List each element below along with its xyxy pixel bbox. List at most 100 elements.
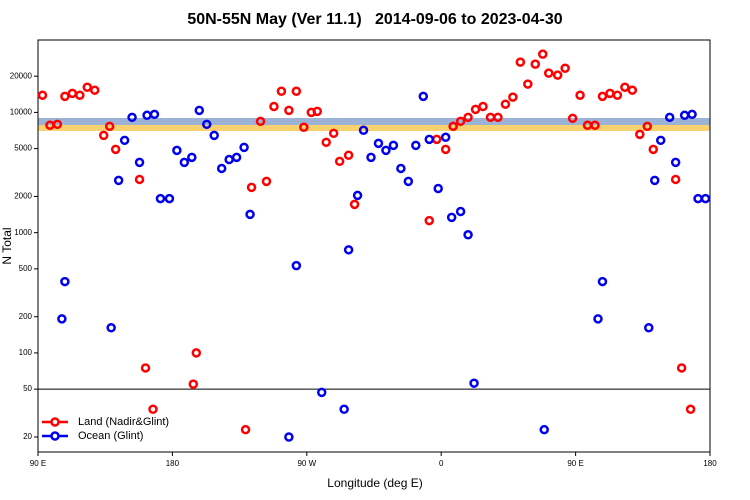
point bbox=[500, 99, 511, 109]
point bbox=[245, 209, 255, 220]
point bbox=[134, 174, 145, 185]
x-tick-label: 90 W bbox=[297, 459, 316, 468]
point bbox=[649, 175, 660, 186]
point bbox=[433, 183, 443, 194]
point bbox=[539, 424, 549, 435]
point bbox=[620, 82, 630, 92]
point bbox=[560, 63, 570, 73]
point bbox=[155, 193, 166, 204]
point bbox=[149, 109, 160, 120]
point bbox=[403, 176, 414, 187]
point bbox=[284, 105, 294, 116]
y-tick-label: 1000 bbox=[14, 228, 32, 237]
point bbox=[396, 163, 406, 174]
point bbox=[567, 113, 578, 124]
point bbox=[172, 145, 182, 156]
point bbox=[188, 379, 199, 389]
point bbox=[299, 122, 309, 133]
point bbox=[57, 314, 67, 324]
point bbox=[537, 49, 548, 59]
point bbox=[316, 387, 327, 398]
plot-frame bbox=[37, 39, 711, 453]
point bbox=[255, 116, 266, 127]
y-tick-label: 500 bbox=[19, 264, 33, 273]
point bbox=[75, 90, 85, 100]
point bbox=[343, 245, 354, 255]
point bbox=[113, 175, 124, 186]
point bbox=[515, 57, 526, 67]
point bbox=[687, 109, 697, 120]
x-tick-label: 180 bbox=[166, 459, 180, 468]
y-tick-label: 50 bbox=[23, 384, 32, 393]
point bbox=[679, 110, 690, 121]
point bbox=[98, 130, 109, 141]
point bbox=[642, 121, 653, 132]
point bbox=[493, 112, 503, 123]
point bbox=[187, 152, 197, 163]
point bbox=[119, 135, 130, 146]
point bbox=[89, 85, 100, 95]
point bbox=[276, 86, 287, 96]
point bbox=[655, 135, 666, 146]
point bbox=[530, 59, 541, 69]
chart-title: 50N-55N May (Ver 11.1) 2014-09-06 to 202… bbox=[187, 11, 562, 28]
point bbox=[424, 134, 435, 145]
point bbox=[201, 119, 212, 130]
point bbox=[358, 125, 369, 136]
point bbox=[52, 119, 63, 130]
point bbox=[104, 121, 115, 132]
point bbox=[373, 138, 384, 149]
point bbox=[291, 86, 302, 96]
point bbox=[575, 90, 585, 100]
point bbox=[261, 176, 272, 187]
point bbox=[231, 152, 242, 163]
point bbox=[670, 157, 681, 168]
y-tick-label: 200 bbox=[19, 312, 33, 321]
point bbox=[440, 132, 451, 143]
point bbox=[648, 144, 659, 155]
point bbox=[543, 68, 554, 78]
point bbox=[209, 130, 219, 141]
point bbox=[597, 91, 608, 102]
point bbox=[269, 101, 279, 112]
point bbox=[508, 92, 518, 102]
point bbox=[644, 322, 654, 333]
point bbox=[470, 104, 481, 115]
point bbox=[349, 199, 360, 210]
point bbox=[478, 101, 488, 112]
y-axis-label: N Total bbox=[0, 227, 14, 264]
point bbox=[552, 70, 563, 80]
point bbox=[523, 79, 533, 89]
point bbox=[106, 322, 116, 333]
x-axis-label: Longitude (deg E) bbox=[327, 476, 422, 490]
point bbox=[291, 260, 302, 271]
point bbox=[343, 150, 354, 161]
point bbox=[463, 112, 473, 123]
point bbox=[179, 157, 190, 168]
point bbox=[134, 157, 145, 168]
point bbox=[366, 152, 376, 163]
y-tick-label: 2000 bbox=[14, 192, 32, 201]
legend-marker bbox=[50, 431, 60, 441]
point bbox=[455, 116, 466, 127]
point bbox=[60, 91, 70, 102]
y-tick-label: 100 bbox=[19, 348, 33, 357]
point bbox=[455, 206, 466, 217]
legend-label: Land (Nadir&Glint) bbox=[78, 416, 169, 428]
point bbox=[246, 182, 257, 193]
point bbox=[590, 120, 600, 130]
point bbox=[446, 212, 457, 223]
point bbox=[612, 90, 623, 100]
point bbox=[463, 230, 473, 240]
point bbox=[424, 215, 435, 226]
point bbox=[381, 145, 391, 156]
point bbox=[670, 174, 681, 185]
x-tick-label: 0 bbox=[439, 459, 444, 468]
y-tick-label: 5000 bbox=[14, 144, 32, 153]
point bbox=[216, 163, 227, 174]
point bbox=[411, 140, 421, 151]
point bbox=[321, 137, 331, 148]
point bbox=[82, 82, 93, 92]
point bbox=[635, 129, 645, 140]
